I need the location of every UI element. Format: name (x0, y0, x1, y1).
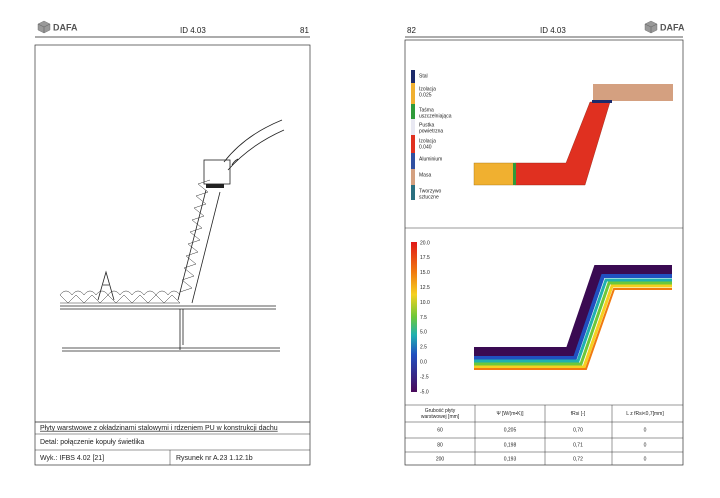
table-cell: 0 (644, 456, 647, 462)
header-id: ID 4.03 (540, 26, 566, 35)
scale-label: 2.5 (420, 345, 427, 351)
table-cell: 60 (437, 427, 443, 433)
legend-label: Tworzywo (419, 188, 441, 194)
material-legend: StalIzolacja0.025TaśmauszczelniającaPust… (411, 70, 452, 200)
scale-label: 20.0 (420, 240, 430, 246)
scale-label: 0.0 (420, 360, 427, 366)
logo-icon (37, 20, 51, 34)
caption-detail: Detal: połączenie kopuły świetlika (40, 439, 144, 446)
logo-icon (644, 20, 658, 34)
table-cell: 0 (644, 427, 647, 433)
legend-label: Stal (419, 73, 428, 79)
left-page: DAFA ID 4.03 81 Płyty warstwowe z okładz… (34, 20, 311, 466)
legend-label: Izolacja (419, 138, 436, 144)
caption-source: Wyk.: IFBS 4.02 [21] (40, 455, 104, 462)
table-cell: 0 (644, 442, 647, 448)
scale-label: -5.0 (420, 389, 429, 395)
drawing-frame (34, 44, 311, 466)
legend-swatch (411, 185, 415, 200)
page-number: 82 (407, 26, 416, 35)
legend-label: 0.040 (419, 144, 432, 150)
table-cell: 0,205 (504, 427, 517, 433)
detail-drawing (59, 119, 285, 352)
legend-label: Pustka (419, 122, 435, 128)
table-header: L z fRsi<0,7[mm] (626, 411, 664, 417)
scale-label: 7.5 (420, 315, 427, 321)
table-header: warstwowej [mm] (421, 414, 460, 420)
scale-label: 17.5 (420, 255, 430, 261)
caption-drawing: Rysunek nr A.23 1.12.1b (176, 455, 253, 462)
scale-label: 10.0 (420, 300, 430, 306)
legend-label: Aluminium (419, 156, 442, 162)
legend-swatch (411, 169, 415, 185)
table-header: fRsi [-] (571, 411, 586, 417)
legend-label: powietrzna (419, 128, 443, 134)
caption-title: Płyty warstwowe z okładzinami stalowymi … (40, 425, 278, 432)
legend-label: Taśma (419, 107, 434, 113)
legend-swatch (411, 104, 415, 119)
legend-swatch (411, 135, 415, 153)
table-cell: 0,71 (573, 442, 583, 448)
legend-label: Masa (419, 172, 431, 178)
legend-label: uszczelniająca (419, 113, 452, 119)
temperature-scale-bar (411, 242, 417, 392)
legend-swatch (411, 83, 415, 104)
figure-frame (404, 39, 684, 466)
scale-label: -2.5 (420, 374, 429, 380)
legend-swatch (411, 119, 415, 135)
table-cell: 0,193 (504, 456, 517, 462)
legend-label: sztuczne (419, 194, 439, 200)
scale-label: 5.0 (420, 330, 427, 336)
temperature-model (474, 265, 672, 370)
scale-label: 12.5 (420, 285, 430, 291)
page-number: 81 (300, 26, 309, 35)
table-cell: 0,70 (573, 427, 583, 433)
logo: DAFA (660, 22, 685, 32)
right-page: 82 ID 4.03 DAFA StalIzolacja0.025Taśmaus… (404, 20, 685, 466)
table-cell: 0,198 (504, 442, 517, 448)
legend-label: Izolacja (419, 86, 436, 92)
scale-label: 15.0 (420, 270, 430, 276)
material-model (473, 84, 673, 186)
table-cell: 80 (437, 442, 443, 448)
legend-label: 0.025 (419, 92, 432, 98)
header-id: ID 4.03 (180, 26, 206, 35)
table-header: Grubość płyty (425, 408, 456, 414)
table-cell: 200 (436, 456, 445, 462)
logo: DAFA (53, 22, 78, 32)
legend-swatch (411, 153, 415, 169)
table-cell: 0,72 (573, 456, 583, 462)
temperature-scale: 20.0 17.5 15.0 12.5 10.0 7.5 5.0 2.5 0.0 -2.5 -5.0 (420, 240, 430, 395)
legend-swatch (411, 70, 415, 83)
table-header: Ψ [W/(m•K)] (496, 411, 524, 417)
